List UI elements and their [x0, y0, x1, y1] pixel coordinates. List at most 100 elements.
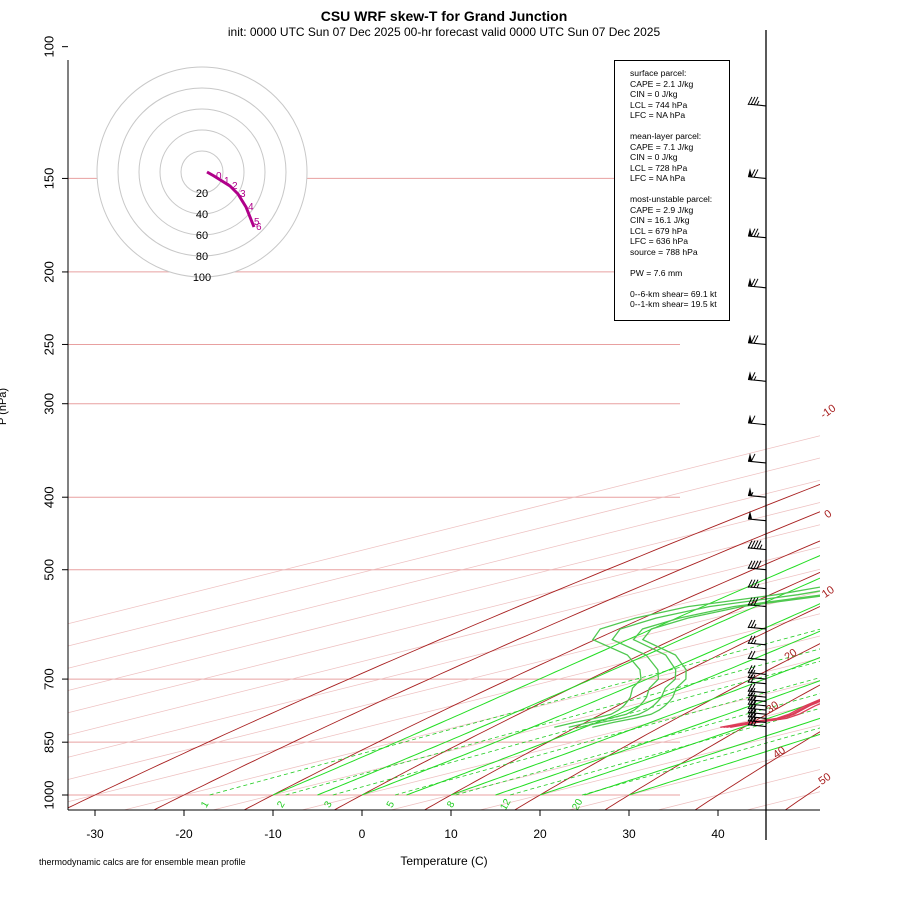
- hodograph-ring-label: 40: [196, 209, 208, 221]
- footnote: thermodynamic calcs are for ensemble mea…: [39, 857, 246, 867]
- most-unstable-cape: CAPE = 2.9 J/kg: [630, 205, 717, 216]
- shear-0-1km: 0--1-km shear= 19.5 kt: [630, 299, 717, 310]
- mixing-ratio-line: [210, 497, 900, 795]
- x-tick-label: 10: [444, 827, 458, 841]
- wind-barb: [748, 286, 766, 288]
- surface-cin: CIN = 0 J/kg: [630, 89, 717, 100]
- moist-adiabat: [496, 331, 900, 795]
- moist-adiabat: [629, 331, 900, 795]
- surface-parcel-block: surface parcel: CAPE = 2.1 J/kg CIN = 0 …: [630, 68, 717, 121]
- wind-barb: [748, 177, 766, 179]
- wind-barb-half-feather: [757, 233, 759, 237]
- mixing-ratio-label: 1: [199, 799, 212, 810]
- most-unstable-cin: CIN = 16.1 J/kg: [630, 215, 717, 226]
- hodograph-height-label: 4: [248, 202, 254, 213]
- surface-lfc: LFC = NA hPa: [630, 110, 717, 121]
- isotherm-line: [744, 47, 900, 811]
- x-tick-label: 40: [711, 827, 725, 841]
- mean-layer-lfc: LFC = NA hPa: [630, 173, 717, 184]
- dry-adiabat-label: 50: [817, 771, 834, 788]
- mixing-ratio-label: 3: [322, 799, 335, 810]
- surface-lcl: LCL = 744 hPa: [630, 100, 717, 111]
- mean-layer-cape: CAPE = 7.1 J/kg: [630, 142, 717, 153]
- wind-barb-flag: [748, 278, 752, 286]
- y-tick-label: 700: [41, 668, 56, 690]
- mean-layer-cin: CIN = 0 J/kg: [630, 152, 717, 163]
- x-tick-label: 30: [622, 827, 636, 841]
- y-tick-label: 400: [41, 486, 56, 508]
- y-tick-label: 150: [41, 168, 56, 190]
- dry-adiabat-label: -10: [818, 402, 838, 421]
- hodograph-ring-label: 80: [196, 251, 208, 263]
- x-tick-label: -30: [86, 827, 104, 841]
- dry-adiabat: [784, 47, 900, 811]
- wind-barb: [748, 343, 766, 345]
- y-tick-label: 500: [41, 559, 56, 581]
- hodograph-height-label: 2: [232, 181, 238, 192]
- hodograph-ring-label: 100: [193, 272, 211, 284]
- moist-adiabat: [407, 331, 900, 795]
- moist-adiabat: [540, 331, 900, 795]
- wind-barb: [748, 643, 766, 645]
- wind-barb: [748, 461, 766, 463]
- wind-barb-flag: [748, 453, 752, 461]
- wind-barb-flag: [748, 487, 752, 495]
- mixing-ratio-line: [510, 497, 900, 795]
- shear-block: 0--6-km shear= 69.1 kt 0--1-km shear= 19…: [630, 289, 717, 310]
- wind-barb-feather: [751, 416, 755, 424]
- moist-adiabat: [318, 331, 900, 795]
- chart-title: CSU WRF skew-T for Grand Junction: [0, 8, 888, 24]
- hodograph-ring-label: 60: [196, 230, 208, 242]
- mean-layer-parcel-header: mean-layer parcel:: [630, 131, 717, 142]
- wind-barb-flag: [748, 415, 752, 423]
- y-tick-label: 100: [41, 36, 56, 58]
- wind-barb-flag: [748, 371, 752, 379]
- hodograph-ring: [97, 67, 307, 277]
- wind-barb-flag: [748, 228, 752, 236]
- most-unstable-parcel-block: most-unstable parcel: CAPE = 2.9 J/kg CI…: [630, 194, 717, 257]
- wind-barb: [748, 725, 766, 727]
- parcel-info-box: surface parcel: CAPE = 2.1 J/kg CIN = 0 …: [614, 60, 730, 321]
- y-tick-label: 300: [41, 393, 56, 415]
- y-tick-label: 200: [41, 261, 56, 283]
- x-axis-label: Temperature (C): [362, 854, 526, 868]
- x-tick-label: 20: [533, 827, 547, 841]
- most-unstable-lfc: LFC = 636 hPa: [630, 236, 717, 247]
- x-tick-label: 0: [359, 827, 366, 841]
- hodograph-height-label: 3: [240, 189, 246, 200]
- wind-barb-feather: [751, 454, 755, 462]
- y-tick-label: 250: [41, 334, 56, 356]
- shear-0-6km: 0--6-km shear= 69.1 kt: [630, 289, 717, 300]
- wind-barb-half-feather: [757, 101, 759, 105]
- wind-barb-flag: [748, 168, 752, 176]
- precipitable-water: PW = 7.6 mm: [630, 268, 717, 279]
- x-tick-label: -20: [175, 827, 193, 841]
- mixing-ratio-label: 2: [275, 799, 288, 810]
- y-tick-label: 1000: [41, 781, 56, 810]
- hodograph-height-label: 6: [256, 222, 262, 233]
- surface-parcel-header: surface parcel:: [630, 68, 717, 79]
- mean-layer-parcel-block: mean-layer parcel: CAPE = 7.1 J/kg CIN =…: [630, 131, 717, 184]
- wind-barb-half-feather: [757, 584, 759, 588]
- wind-barb-flag: [748, 334, 752, 342]
- surface-cape: CAPE = 2.1 J/kg: [630, 79, 717, 90]
- mixing-ratio-line: [456, 497, 900, 795]
- dry-adiabat-label: 0: [822, 508, 834, 521]
- wind-barb: [748, 423, 766, 425]
- hodograph-ring-label: 20: [196, 188, 208, 200]
- mean-layer-lcl: LCL = 728 hPa: [630, 163, 717, 174]
- hodograph-height-label: 1: [224, 176, 230, 187]
- dry-adiabat: [874, 47, 900, 811]
- most-unstable-lcl: LCL = 679 hPa: [630, 226, 717, 237]
- wind-barb-half-feather: [760, 545, 762, 549]
- moist-adiabat: [451, 331, 900, 795]
- x-tick-label: -10: [264, 827, 282, 841]
- precipitable-water-block: PW = 7.6 mm: [630, 268, 717, 279]
- mixing-ratio-label: 8: [445, 799, 458, 810]
- mixing-ratio-label: 5: [385, 799, 398, 810]
- wind-barb: [748, 379, 766, 381]
- wind-barb: [748, 658, 766, 660]
- temperature-profile-line: [730, 106, 900, 727]
- hodograph-height-label: 0: [216, 171, 222, 182]
